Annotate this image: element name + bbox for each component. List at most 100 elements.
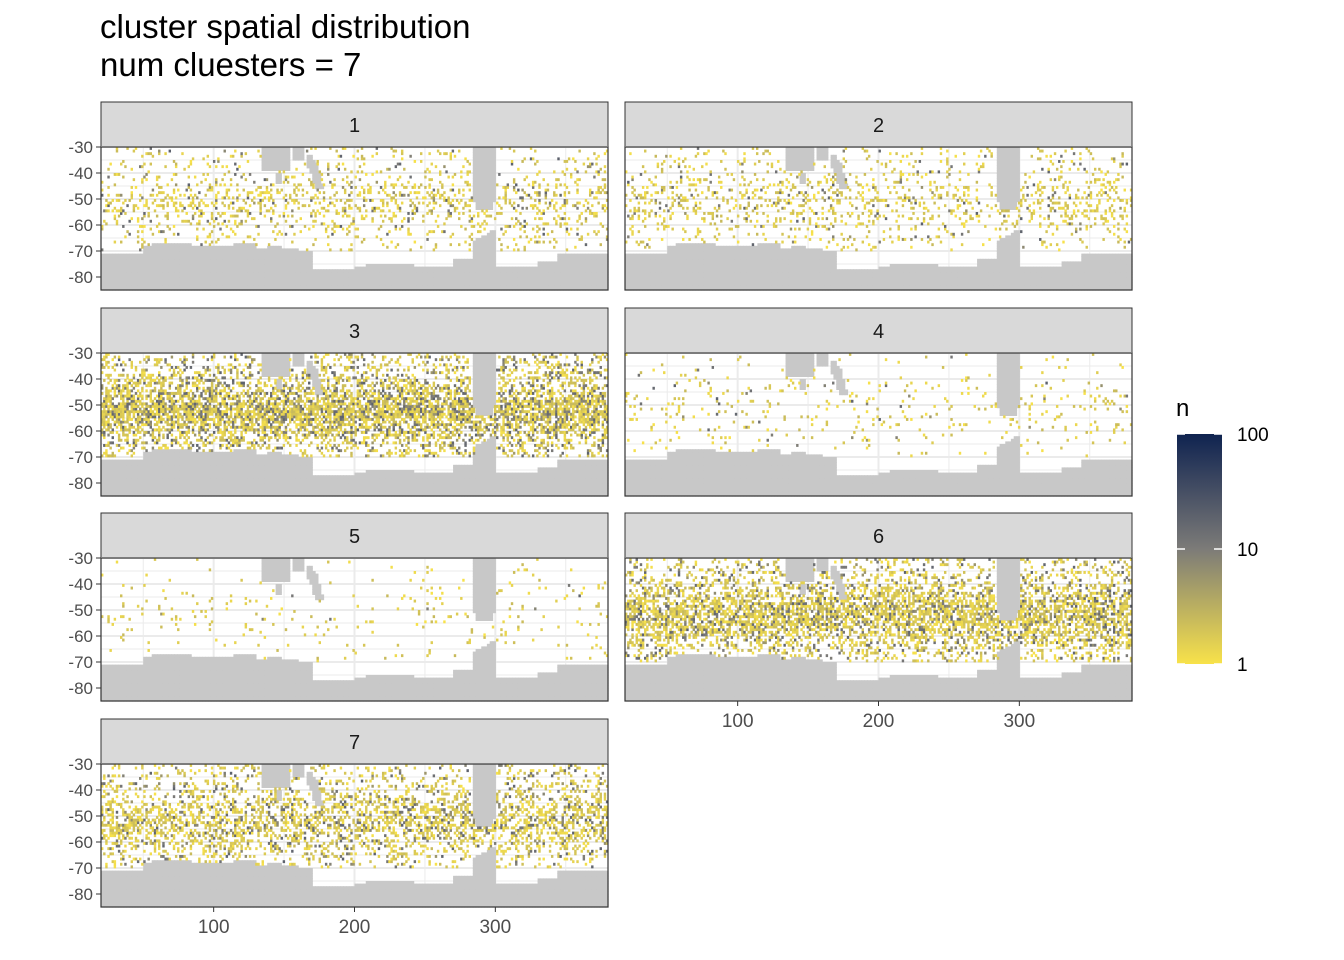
cluster-cell	[584, 243, 588, 247]
cluster-cell	[441, 230, 444, 234]
cluster-cell	[466, 183, 469, 187]
land-cell	[309, 256, 313, 260]
land-cell	[188, 284, 192, 288]
land-cell	[230, 248, 234, 252]
cluster-cell	[534, 240, 537, 244]
cluster-cell	[400, 157, 404, 161]
land-cell	[177, 266, 181, 270]
cluster-cell	[335, 149, 338, 153]
land-cell	[298, 261, 302, 265]
land-cell	[171, 269, 175, 273]
cluster-cell	[120, 193, 123, 197]
land-cell	[129, 274, 133, 278]
cluster-cell	[333, 183, 336, 187]
land-cell	[284, 269, 288, 273]
cluster-cell	[394, 225, 398, 228]
cluster-cell	[215, 178, 218, 182]
land-cell	[191, 287, 195, 291]
land-cell	[284, 256, 288, 260]
cluster-cell	[506, 186, 510, 189]
cluster-cell	[196, 238, 199, 241]
cluster-cell	[145, 199, 148, 202]
land-cell	[270, 160, 274, 164]
land-cell	[275, 173, 280, 177]
cluster-cell	[603, 186, 607, 189]
land-cell	[126, 282, 130, 286]
land-cell	[399, 284, 403, 288]
cluster-cell	[400, 183, 404, 187]
land-cell	[151, 253, 156, 257]
cluster-cell	[576, 178, 579, 182]
land-cell	[253, 287, 257, 291]
land-cell	[286, 160, 291, 164]
land-cell	[160, 287, 164, 291]
cluster-cell	[413, 212, 417, 215]
cluster-cell	[470, 217, 474, 221]
cluster-cell	[510, 160, 514, 163]
land-cell	[317, 178, 322, 182]
cluster-cell	[284, 178, 288, 182]
land-cell	[286, 167, 291, 171]
cluster-cell	[553, 217, 556, 221]
chart-subtitle: num cluesters = 7	[100, 46, 471, 84]
land-cell	[193, 277, 198, 281]
land-cell	[281, 149, 285, 153]
cluster-cell	[563, 204, 567, 208]
land-cell	[323, 269, 327, 273]
land-cell	[239, 256, 243, 260]
cluster-cell	[458, 188, 461, 192]
land-cell	[250, 279, 254, 283]
land-cell	[258, 261, 263, 265]
cluster-cell	[400, 201, 404, 205]
cluster-cell	[320, 206, 324, 210]
land-cell	[312, 170, 316, 174]
land-cell	[292, 152, 296, 156]
land-cell	[162, 284, 167, 288]
cluster-cell	[227, 204, 231, 208]
land-cell	[334, 277, 339, 281]
land-cell	[284, 282, 288, 286]
cluster-cell	[314, 214, 317, 218]
land-cell	[103, 253, 108, 257]
cluster-cell	[291, 209, 294, 213]
cluster-cell	[284, 193, 288, 197]
land-cell	[129, 261, 133, 265]
cluster-cell	[384, 191, 387, 195]
land-cell	[312, 269, 316, 273]
land-cell	[112, 261, 116, 265]
land-cell	[393, 266, 398, 270]
cluster-cell	[331, 183, 334, 187]
cluster-cell	[411, 212, 414, 215]
cluster-cell	[515, 243, 518, 247]
land-cell	[151, 264, 156, 268]
land-cell	[300, 271, 305, 275]
land-cell	[205, 256, 209, 260]
cluster-cell	[185, 219, 188, 223]
land-cell	[129, 287, 133, 291]
land-cell	[244, 256, 249, 260]
cluster-cell	[398, 227, 402, 231]
cluster-cell	[472, 225, 476, 228]
land-cell	[154, 277, 158, 281]
land-cell	[272, 274, 277, 278]
land-cell	[393, 287, 398, 291]
land-cell	[272, 277, 277, 281]
cluster-cell	[386, 201, 389, 205]
land-cell	[264, 253, 268, 257]
cluster-cell	[599, 186, 602, 189]
land-cell	[165, 258, 170, 262]
land-cell	[399, 287, 403, 291]
land-cell	[216, 287, 220, 291]
cluster-cell	[270, 217, 273, 221]
land-cell	[270, 277, 274, 281]
cluster-cell	[466, 173, 469, 176]
cluster-cell	[500, 206, 503, 210]
land-cell	[219, 266, 223, 270]
cluster-cell	[276, 188, 279, 192]
land-cell	[140, 264, 144, 268]
cluster-cell	[586, 157, 590, 161]
cluster-cell	[515, 222, 518, 226]
cluster-cell	[371, 217, 374, 221]
land-cell	[154, 279, 158, 283]
land-cell	[241, 264, 246, 268]
